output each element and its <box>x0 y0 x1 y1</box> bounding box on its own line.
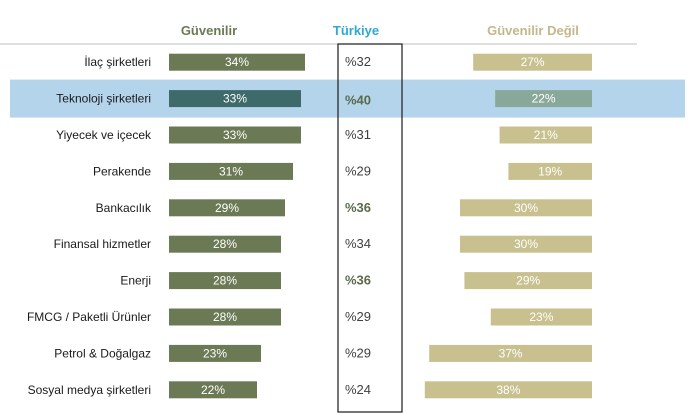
header-trusted: Güvenilir <box>181 23 237 38</box>
category-label: Bankacılık <box>96 201 152 215</box>
trusted-bar <box>169 199 285 217</box>
trusted-bar-label: 28% <box>213 237 237 251</box>
trusted-bar <box>169 272 281 290</box>
category-label: İlaç şirketleri <box>84 55 151 69</box>
trusted-bar-label: 31% <box>219 164 243 178</box>
category-label: Enerji <box>120 274 151 288</box>
trusted-bar-label: 28% <box>213 310 237 324</box>
distrusted-bar <box>495 90 592 108</box>
turkey-value: %29 <box>345 309 371 324</box>
distrusted-bar-label: 22% <box>532 92 556 106</box>
header-distrusted: Güvenilir Değil <box>487 23 579 38</box>
trusted-bar <box>169 90 301 108</box>
trusted-bar-label: 28% <box>213 274 237 288</box>
trusted-bar-label: 34% <box>225 55 249 69</box>
distrusted-bar-label: 21% <box>534 128 558 142</box>
turkey-value: %34 <box>345 236 371 251</box>
trusted-bar <box>169 381 257 399</box>
trusted-bar-label: 29% <box>215 201 239 215</box>
distrusted-bar-label: 23% <box>529 310 553 324</box>
distrusted-bar <box>499 126 592 144</box>
distrusted-bar-label: 27% <box>521 55 545 69</box>
turkey-column-box <box>337 43 403 413</box>
distrusted-bar-label: 29% <box>516 274 540 288</box>
distrusted-bar-label: 30% <box>514 237 538 251</box>
turkey-value: %36 <box>345 273 371 288</box>
turkey-value: %40 <box>345 93 371 108</box>
category-label: Petrol & Doğalgaz <box>54 346 151 360</box>
distrusted-bar <box>460 199 592 217</box>
trusted-bar <box>169 344 261 362</box>
distrusted-bar <box>464 272 592 290</box>
category-label: Sosyal medya şirketleri <box>28 383 151 397</box>
distrusted-bar-label: 30% <box>514 201 538 215</box>
header-turkey: Türkiye <box>333 23 379 38</box>
distrusted-bar-label: 37% <box>499 346 523 360</box>
distrusted-bar-label: 38% <box>496 383 520 397</box>
category-label: FMCG / Paketli Ürünler <box>27 310 151 324</box>
trusted-bar-label: 33% <box>223 128 247 142</box>
trusted-bar-label: 22% <box>201 383 225 397</box>
distrusted-bar <box>460 235 592 253</box>
distrusted-bar-label: 19% <box>538 164 562 178</box>
trusted-bar-label: 33% <box>223 92 247 106</box>
trusted-bar <box>169 162 293 180</box>
distrusted-bar <box>429 344 592 362</box>
distrusted-bar <box>490 308 592 326</box>
category-label: Teknoloji şirketleri <box>56 92 151 106</box>
category-label: Finansal hizmetler <box>54 237 151 251</box>
trusted-bar <box>169 126 301 144</box>
turkey-value: %31 <box>345 127 371 142</box>
distrusted-bar <box>508 162 592 180</box>
category-label: Perakende <box>93 164 151 178</box>
trusted-bar <box>169 308 281 326</box>
turkey-value: %32 <box>345 54 371 69</box>
category-label: Yiyecek ve içecek <box>56 128 152 142</box>
turkey-value: %24 <box>345 382 371 397</box>
turkey-value: %29 <box>345 345 371 360</box>
turkey-value: %36 <box>345 200 371 215</box>
turkey-value: %29 <box>345 163 371 178</box>
distrusted-bar <box>473 53 592 71</box>
trusted-bar <box>169 235 281 253</box>
trusted-bar <box>169 53 305 71</box>
trusted-bar-label: 23% <box>203 346 227 360</box>
distrusted-bar <box>424 381 592 399</box>
